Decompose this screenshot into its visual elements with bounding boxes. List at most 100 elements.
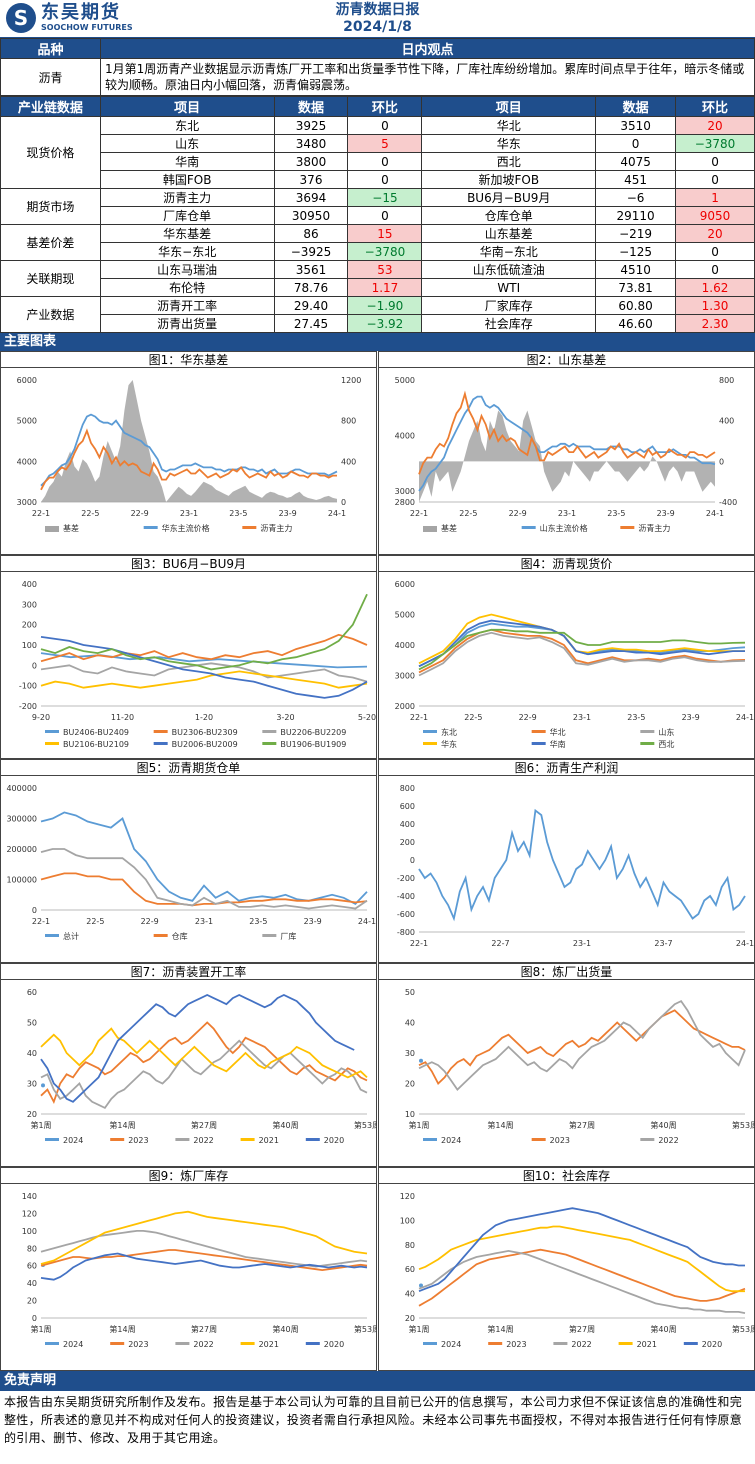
x-tick-label: 22-9 xyxy=(519,713,537,722)
y-tick-label: 3000 xyxy=(17,498,37,507)
x-tick-label: 第14周 xyxy=(487,1324,513,1334)
chart-panel: 图5：沥青期货仓单 0 100000 200000 300000 400000 22-1 22… xyxy=(0,759,377,963)
y-tick-label: 400 xyxy=(22,580,37,589)
y2-tick-label: 800 xyxy=(719,376,734,385)
legend-label: BU2206-BU2209 xyxy=(280,728,346,737)
item-change: 2.30 xyxy=(675,314,755,333)
item-change: −15 xyxy=(347,188,423,207)
chart-title: 图7：沥青装置开工率 xyxy=(1,964,376,980)
x-tick-label: 第53周 xyxy=(732,1120,755,1130)
y-tick-label: 140 xyxy=(22,1192,37,1201)
x-tick-label: 第40周 xyxy=(272,1324,298,1334)
x-tick-label: 第27周 xyxy=(191,1324,217,1334)
legend-label: 2024 xyxy=(441,1136,461,1145)
series-line xyxy=(418,999,746,1091)
item-name: 华东 xyxy=(421,134,597,153)
chart-title: 图10：社会库存 xyxy=(379,1168,754,1184)
legend-swatch xyxy=(45,934,59,937)
chart-panel: 图6：沥青生产利润 -800 -600 -400 -200 0 200 400 600 800 22… xyxy=(378,759,755,963)
view-table: 品种 日内观点 沥青 1月第1周沥青产业数据显示沥青炼厂开工率和出货量季节性下降… xyxy=(0,38,755,96)
legend-swatch xyxy=(618,1342,633,1345)
x-tick-label: 23-1 xyxy=(195,917,213,926)
item-value: 4075 xyxy=(595,152,677,171)
y-tick-label: 60 xyxy=(27,1262,37,1271)
x-tick-label: 第14周 xyxy=(109,1120,135,1130)
x-tick-label: 第14周 xyxy=(487,1120,513,1130)
item-value: 27.45 xyxy=(273,314,349,333)
item-change: 0 xyxy=(675,170,755,189)
series-line xyxy=(40,413,338,487)
data-header-change: 环比 xyxy=(675,96,755,117)
item-value: 451 xyxy=(595,170,677,189)
x-tick-label: 11-20 xyxy=(111,713,134,722)
item-name: 西北 xyxy=(421,152,597,171)
item-name: 华南 xyxy=(99,152,275,171)
item-name: 华南−东北 xyxy=(421,242,597,261)
chart-svg: 2000 3000 4000 5000 6000 22-1 22-5 22-9 23-1 23-5… xyxy=(395,580,754,749)
y-tick-label: 300 xyxy=(22,600,37,609)
y-tick-label: 4000 xyxy=(17,457,37,466)
legend-swatch xyxy=(488,1342,503,1345)
legend-swatch xyxy=(153,742,168,745)
legend-label: 2021 xyxy=(259,1340,279,1349)
legend-label: 2022 xyxy=(193,1340,213,1349)
chart-panel: 图10：社会库存 20 40 60 80 100 120 第1周 第14周 第27周 第40周 第53… xyxy=(378,1167,755,1371)
x-tick-label: 第40周 xyxy=(650,1120,676,1130)
chart-svg: 0 20 40 60 80 100 120 140 第1周 第14周 第27周 第40周 第53周 202… xyxy=(22,1192,377,1349)
y2-tick-label: 0 xyxy=(341,498,346,507)
x-tick-label: 23-5 xyxy=(627,713,645,722)
data-header-item: 项目 xyxy=(99,96,275,117)
legend-label: 基差 xyxy=(63,523,79,533)
legend-swatch xyxy=(45,742,59,745)
y-tick-label: 4000 xyxy=(395,641,415,650)
chart-svg: 0 100000 200000 300000 400000 22-1 22-5 22-9 23-… xyxy=(6,784,376,941)
y-tick-label: 800 xyxy=(400,784,415,793)
x-tick-label: 23-1 xyxy=(573,713,591,722)
item-change: 0 xyxy=(675,260,755,279)
series-line xyxy=(418,390,716,475)
x-tick-label: 23-5 xyxy=(229,509,247,518)
x-tick-label: 23-5 xyxy=(607,509,625,518)
x-tick-label: 第53周 xyxy=(354,1324,377,1334)
legend-swatch xyxy=(262,742,277,745)
y-tick-label: 60 xyxy=(405,1265,415,1274)
y-tick-label: 200000 xyxy=(6,845,37,854)
data-header-value: 数据 xyxy=(595,96,677,117)
category-header: 品种 xyxy=(0,38,101,59)
y-tick-label: 50 xyxy=(405,988,415,997)
x-tick-label: 23-1 xyxy=(180,509,198,518)
report-date: 2024/1/8 xyxy=(343,19,412,35)
x-tick-label: 22-1 xyxy=(410,509,428,518)
legend-swatch xyxy=(423,1138,437,1141)
item-change: 1.30 xyxy=(675,296,755,315)
legend-swatch xyxy=(553,1342,568,1345)
charts-section-header: 主要图表 xyxy=(0,333,755,351)
legend-swatch xyxy=(521,526,536,529)
chart-title: 图4：沥青现货价 xyxy=(379,556,754,572)
logo-icon: S xyxy=(6,3,36,33)
x-tick-label: 24-1 xyxy=(706,509,724,518)
legend-swatch xyxy=(423,730,437,733)
legend-label: 2020 xyxy=(324,1340,344,1349)
x-tick-label: 22-5 xyxy=(464,713,482,722)
x-tick-label: 22-5 xyxy=(81,509,99,518)
chart-svg: 10 20 30 40 50 第1周 第14周 第27周 第40周 第53周 2024 2023 202… xyxy=(405,988,755,1145)
y-tick-label: 40 xyxy=(27,1279,37,1288)
chart-title: 图2：山东基差 xyxy=(379,352,754,368)
legend-swatch xyxy=(423,1342,437,1345)
chart-panel: 图7：沥青装置开工率 20 30 40 50 60 第1周 第14周 第27周 第40周 第53周 2… xyxy=(0,963,377,1167)
x-tick-label: 第14周 xyxy=(109,1324,135,1334)
x-tick-label: 24-1 xyxy=(328,509,346,518)
y-tick-label: -400 xyxy=(397,892,415,901)
item-change: 0 xyxy=(347,152,423,171)
item-change: 1.62 xyxy=(675,278,755,297)
legend-label: 2024 xyxy=(63,1340,83,1349)
industry-data-table: 产业链数据 项目 数据 环比 项目 数据 环比 现货价格 东北 3925 0 华北 351… xyxy=(0,96,755,333)
item-change: −1.90 xyxy=(347,296,423,315)
y-tick-label: 30 xyxy=(405,1049,415,1058)
legend-swatch xyxy=(175,1342,190,1345)
legend-label: BU2406-BU2409 xyxy=(63,728,129,737)
item-value: 73.81 xyxy=(595,278,677,297)
series-line xyxy=(418,808,746,922)
chart-panel: 图8：炼厂出货量 10 20 30 40 50 第1周 第14周 第27周 第40周 第53周 202… xyxy=(378,963,755,1167)
